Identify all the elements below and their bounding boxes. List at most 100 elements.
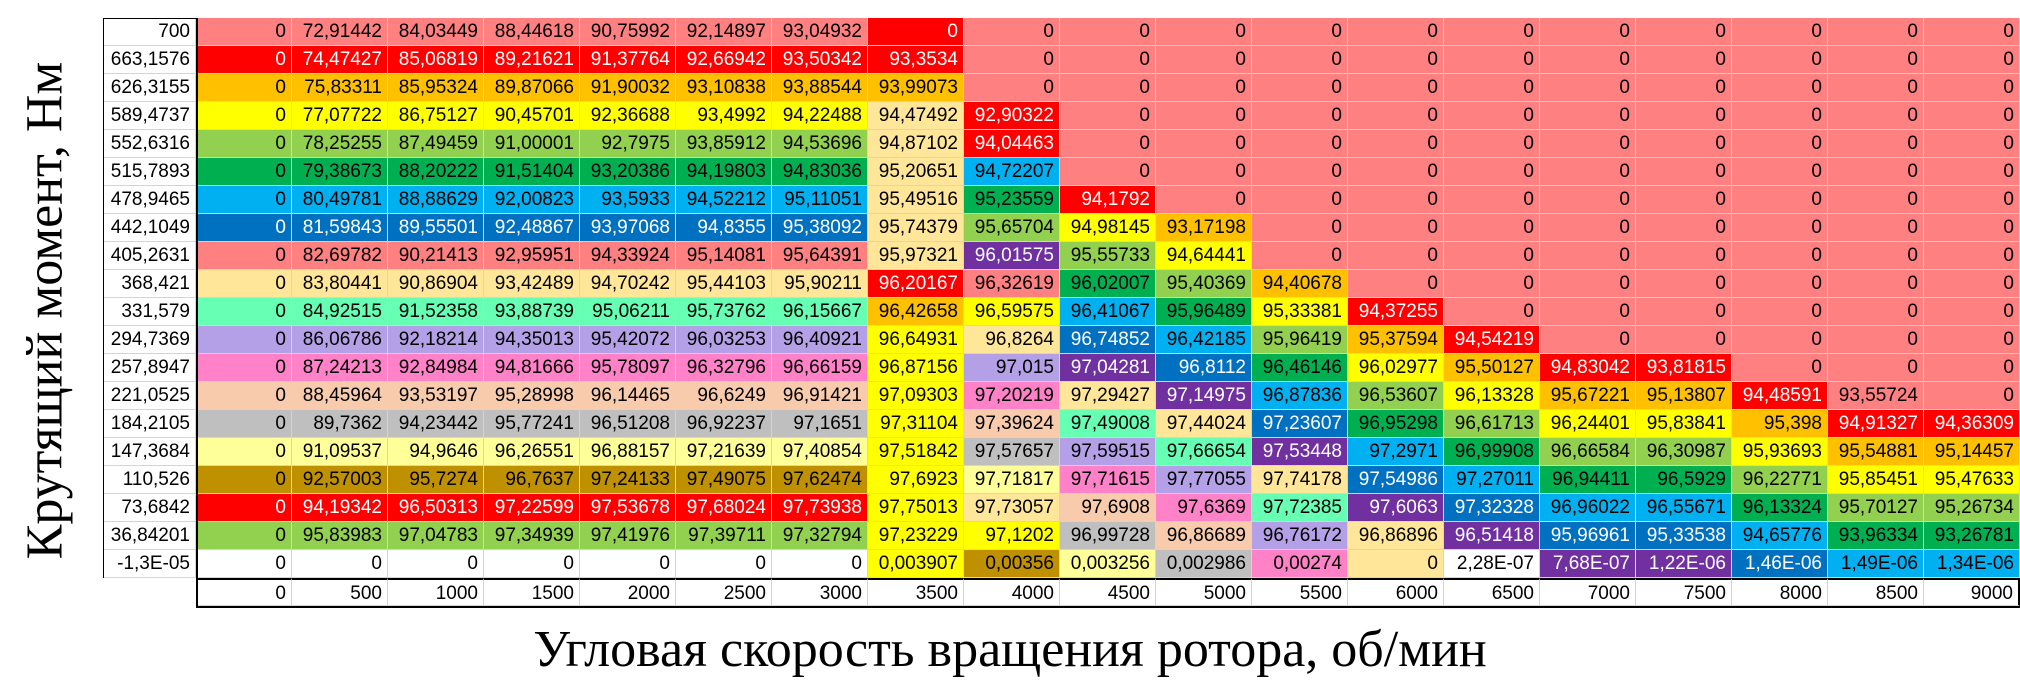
heatmap-cell: 0: [1828, 102, 1924, 130]
y-tick-label: 36,84201: [103, 522, 196, 550]
heatmap-cell: 88,44618: [484, 18, 580, 46]
heatmap-cell: 0: [1828, 354, 1924, 382]
heatmap-cell: 96,30987: [1636, 438, 1732, 466]
heatmap-cell: 0: [1828, 18, 1924, 46]
heatmap-cell: 97,77055: [1156, 466, 1252, 494]
heatmap-cell: 0: [1252, 130, 1348, 158]
heatmap-cell: 93,50342: [772, 46, 868, 74]
heatmap-cell: 96,87156: [868, 354, 964, 382]
heatmap-cell: 94,54219: [1444, 326, 1540, 354]
heatmap-cell: 0: [1828, 46, 1924, 74]
heatmap-cell: 0: [196, 550, 292, 578]
heatmap-cell: 96,86896: [1348, 522, 1444, 550]
heatmap-cell: 0: [1252, 158, 1348, 186]
y-tick-label: 110,526: [103, 466, 196, 494]
heatmap-cell: 0: [580, 550, 676, 578]
heatmap-cell: 96,42658: [868, 298, 964, 326]
heatmap-cell: 95,83841: [1636, 410, 1732, 438]
heatmap-cell: 96,02977: [1348, 354, 1444, 382]
heatmap-cell: 97,53678: [580, 494, 676, 522]
heatmap-cell: 96,94411: [1540, 466, 1636, 494]
heatmap-cell: 96,8112: [1156, 354, 1252, 382]
heatmap-cell: 84,92515: [292, 298, 388, 326]
heatmap-cell: 0: [1444, 158, 1540, 186]
heatmap-cell: 89,7362: [292, 410, 388, 438]
heatmap-cell: 88,45964: [292, 382, 388, 410]
heatmap-cell: 0: [196, 46, 292, 74]
x-tick-label: 8000: [1732, 578, 1828, 606]
y-tick-label: 257,8947: [103, 354, 196, 382]
y-tick-label: 368,421: [103, 270, 196, 298]
heatmap-cell: 0: [1444, 270, 1540, 298]
heatmap-cell: 0: [1732, 186, 1828, 214]
heatmap-cell: 97,32328: [1444, 494, 1540, 522]
heatmap-cell: 0: [1252, 18, 1348, 46]
heatmap-cell: 95,55733: [1060, 242, 1156, 270]
heatmap-cell: 0: [964, 74, 1060, 102]
x-tick-label: 0: [196, 578, 292, 606]
x-tick-label: 6500: [1444, 578, 1540, 606]
heatmap-cell: 96,64931: [868, 326, 964, 354]
heatmap-cell: 95,65704: [964, 214, 1060, 242]
heatmap-cell: 0: [1636, 130, 1732, 158]
heatmap-cell: 0: [1444, 74, 1540, 102]
heatmap-cell: 0: [196, 130, 292, 158]
heatmap-cell: 0: [1444, 242, 1540, 270]
heatmap-cell: 96,86689: [1156, 522, 1252, 550]
heatmap-cell: 0,003256: [1060, 550, 1156, 578]
heatmap-cell: 0: [1924, 46, 2020, 74]
heatmap-cell: 97,1202: [964, 522, 1060, 550]
heatmap-cell: 93,53197: [388, 382, 484, 410]
heatmap-cell: 0: [196, 298, 292, 326]
heatmap-cell: 72,91442: [292, 18, 388, 46]
heatmap-cell: 93,88544: [772, 74, 868, 102]
heatmap-cell: 97,34939: [484, 522, 580, 550]
x-tick-label: 3500: [868, 578, 964, 606]
heatmap-cell: 93,81815: [1636, 354, 1732, 382]
y-tick-label: 442,1049: [103, 214, 196, 242]
heatmap-cell: 89,87066: [484, 74, 580, 102]
heatmap-cell: 96,5929: [1636, 466, 1732, 494]
heatmap-cell: 94,83036: [772, 158, 868, 186]
heatmap-cell: 2,28E-07: [1444, 550, 1540, 578]
heatmap-cell: 97,57657: [964, 438, 1060, 466]
heatmap-cell: 0: [1444, 214, 1540, 242]
heatmap-cell: 86,75127: [388, 102, 484, 130]
x-tick-label: 8500: [1828, 578, 1924, 606]
heatmap-cell: 95,73762: [676, 298, 772, 326]
heatmap-cell: 93,26781: [1924, 522, 2020, 550]
heatmap-cell: 96,66159: [772, 354, 868, 382]
heatmap-cell: 75,83311: [292, 74, 388, 102]
heatmap-cell: 0: [196, 438, 292, 466]
heatmap-cell: 96,14465: [580, 382, 676, 410]
heatmap-cell: 0: [1828, 130, 1924, 158]
y-axis-title: Крутящий момент, Нм: [16, 61, 74, 559]
heatmap-cell: 97,39624: [964, 410, 1060, 438]
y-tick-label: 147,3684: [103, 438, 196, 466]
heatmap-cell: 96,20167: [868, 270, 964, 298]
y-tick-label: 294,7369: [103, 326, 196, 354]
heatmap-cell: 0: [1732, 270, 1828, 298]
heatmap-cell: 94,47492: [868, 102, 964, 130]
heatmap-cell: 94,87102: [868, 130, 964, 158]
x-tick-label: 6000: [1348, 578, 1444, 606]
heatmap-cell: 0: [1060, 18, 1156, 46]
heatmap-cell: 0: [1828, 74, 1924, 102]
heatmap-cell: 0: [1732, 102, 1828, 130]
heatmap-cell: 0: [1444, 298, 1540, 326]
heatmap-cell: 97,73057: [964, 494, 1060, 522]
heatmap-cell: 94,64441: [1156, 242, 1252, 270]
heatmap-cell: 97,49075: [676, 466, 772, 494]
heatmap-cell: 0: [1828, 242, 1924, 270]
heatmap-cell: 0: [1540, 74, 1636, 102]
heatmap-cell: 0: [1828, 326, 1924, 354]
x-tick-label: 3000: [772, 578, 868, 606]
heatmap-cell: 0: [292, 550, 388, 578]
heatmap-cell: 93,20386: [580, 158, 676, 186]
heatmap-cell: 96,8264: [964, 326, 1060, 354]
heatmap-cell: 0: [196, 74, 292, 102]
y-tick-label: 184,2105: [103, 410, 196, 438]
y-tick-label: 589,4737: [103, 102, 196, 130]
heatmap-cell: 0: [196, 522, 292, 550]
heatmap-cell: 0: [1828, 186, 1924, 214]
